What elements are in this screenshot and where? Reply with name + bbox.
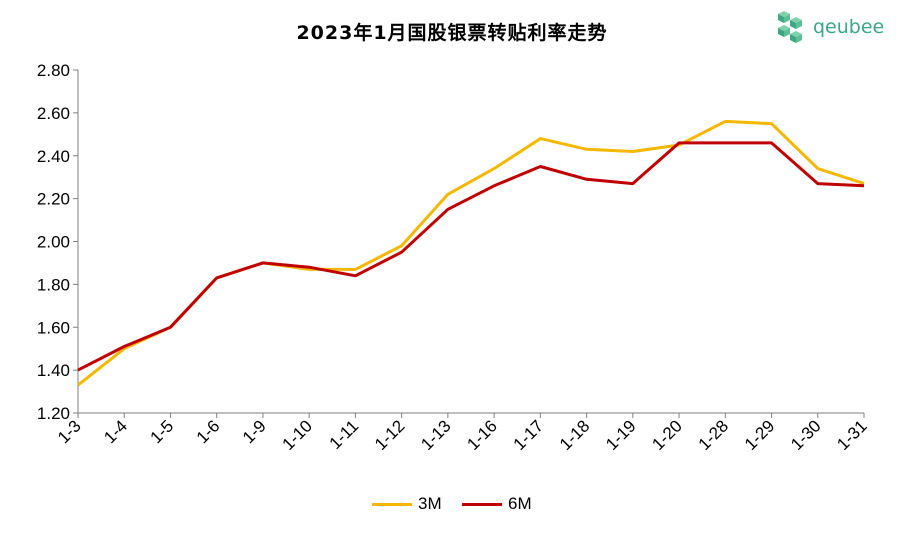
x-tick-label: 1-4 bbox=[100, 416, 131, 447]
x-tick-label: 1-11 bbox=[326, 416, 363, 453]
legend-swatch bbox=[372, 503, 412, 506]
y-tick-label: 1.20 bbox=[37, 404, 70, 423]
x-tick-label: 1-6 bbox=[193, 416, 224, 447]
x-tick-label: 1-18 bbox=[556, 416, 593, 453]
y-tick-label: 2.60 bbox=[37, 104, 70, 123]
y-tick-label: 2.40 bbox=[37, 147, 70, 166]
x-tick-label: 1-28 bbox=[695, 416, 732, 453]
x-tick-label: 1-9 bbox=[239, 416, 270, 447]
series-line-6M bbox=[77, 141, 865, 372]
legend-label: 6M bbox=[508, 494, 532, 513]
y-tick-label: 2.00 bbox=[37, 233, 70, 252]
x-tick-label: 1-31 bbox=[833, 416, 870, 453]
x-tick-label: 1-16 bbox=[463, 416, 500, 453]
chart-title: 2023年1月国股银票转贴利率走势 bbox=[296, 22, 608, 44]
y-tick-label: 1.60 bbox=[37, 318, 70, 337]
x-tick-label: 1-17 bbox=[510, 416, 547, 453]
line-chart: 1.20 1.40 1.60 1.80 2.00 2.20 2.40 2.60 2.80 1-3 1… bbox=[37, 61, 871, 454]
x-tick-label: 1-19 bbox=[602, 416, 639, 453]
x-tick-label: 1-12 bbox=[371, 416, 408, 453]
x-tick-label: 1-30 bbox=[787, 416, 824, 453]
series-line-3M bbox=[77, 119, 865, 387]
x-tick-label: 1-29 bbox=[741, 416, 778, 453]
x-tick-label: 1-13 bbox=[417, 416, 454, 453]
y-tick-label: 1.40 bbox=[37, 361, 70, 380]
logo-text: qeubee bbox=[813, 16, 885, 38]
qeubee-logo: qeubee bbox=[775, 8, 900, 48]
legend-label: 3M bbox=[418, 494, 442, 513]
x-tick-label: 1-20 bbox=[648, 416, 685, 453]
y-tick-label: 2.80 bbox=[37, 61, 70, 80]
x-tick-label: 1-5 bbox=[146, 416, 177, 447]
legend-swatch bbox=[462, 503, 502, 506]
x-tick-label: 1-10 bbox=[279, 416, 316, 453]
legend: 3M 6M bbox=[0, 492, 904, 516]
y-tick-label: 2.20 bbox=[37, 190, 70, 209]
cube-cluster-icon bbox=[778, 11, 802, 43]
y-tick-label: 1.80 bbox=[37, 275, 70, 294]
